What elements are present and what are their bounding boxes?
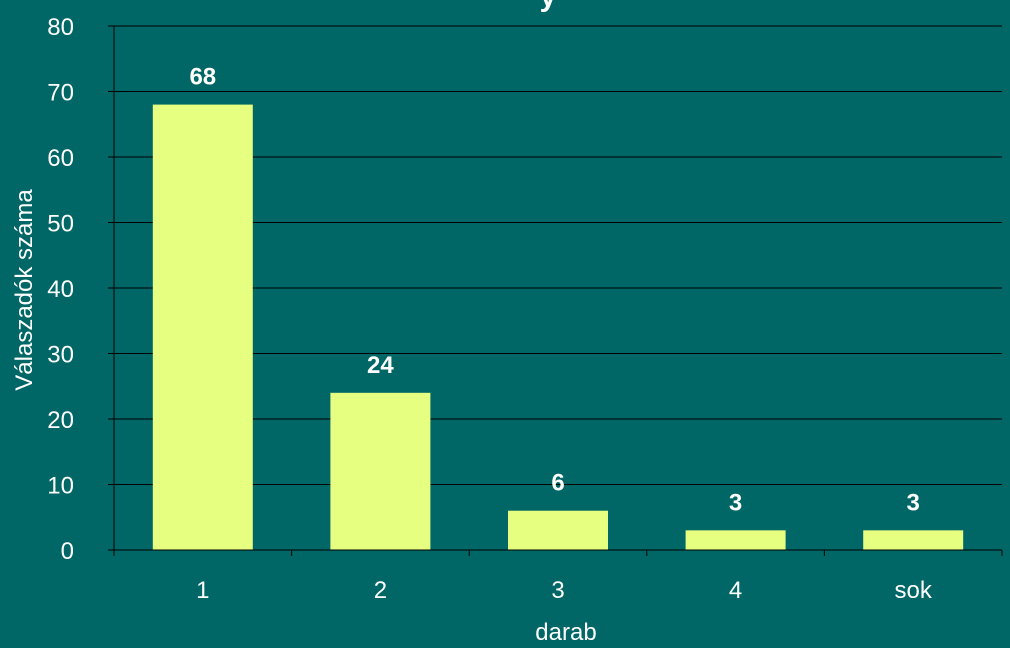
x-tick-label: 4 [729,577,742,604]
x-tick-label: sok [895,577,933,604]
data-label: 6 [551,470,564,497]
y-tick-label: 70 [47,80,74,107]
chart-title-fragment: y [540,0,557,13]
data-label: 68 [189,64,216,91]
y-tick-label: 40 [47,276,74,303]
data-label: 24 [367,352,394,379]
x-axis-title: darab [535,619,596,646]
data-label: 3 [729,489,742,516]
bar [685,530,786,550]
y-tick-label: 0 [61,538,74,565]
y-tick-label: 20 [47,407,74,434]
x-axis-ticks: 1 2 3 4 sok [113,550,1003,604]
y-tick-label: 10 [47,473,74,500]
bar [152,104,253,550]
bars: 68 24 6 3 3 [152,64,964,550]
y-axis-title: Válaszadók száma [11,189,38,391]
data-label: 3 [907,489,920,516]
y-tick-label: 60 [47,145,74,172]
y-tick-label: 80 [47,14,74,41]
bar [863,530,964,550]
bar [330,392,431,550]
bar [508,510,608,550]
y-axis-ticks: 0 10 20 30 40 50 60 70 80 [47,14,114,565]
x-tick-label: 1 [196,577,209,604]
gridlines [114,25,1002,485]
x-tick-label: 2 [374,577,387,604]
y-tick-label: 50 [47,211,74,238]
y-tick-label: 30 [47,342,74,369]
x-tick-label: 3 [551,577,564,604]
